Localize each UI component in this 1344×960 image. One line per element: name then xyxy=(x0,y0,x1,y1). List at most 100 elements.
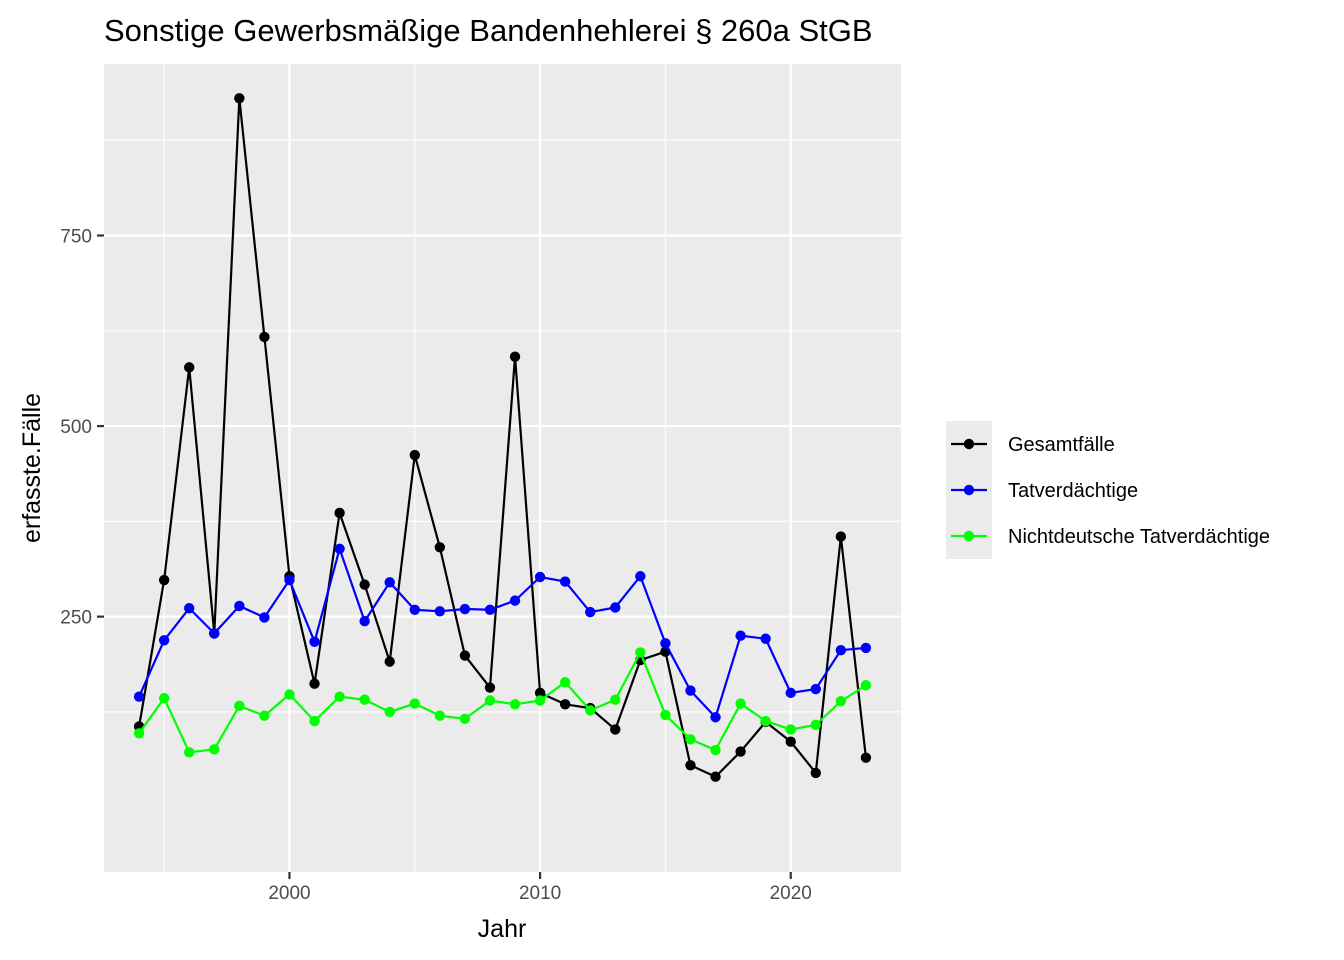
data-point-2 xyxy=(835,696,847,707)
data-point-2 xyxy=(309,715,320,727)
data-point-0 xyxy=(835,531,847,542)
data-point-2 xyxy=(284,689,295,700)
data-point-1 xyxy=(710,712,721,723)
y-tick-label: 750 xyxy=(60,227,92,248)
y-tick-label: 250 xyxy=(60,608,92,629)
data-point-0 xyxy=(434,542,446,553)
data-point-1 xyxy=(635,571,646,582)
data-point-2 xyxy=(509,699,521,710)
data-point-1 xyxy=(209,628,220,639)
data-point-0 xyxy=(534,687,546,699)
data-point-2 xyxy=(760,715,771,727)
data-point-0 xyxy=(685,760,696,771)
data-point-0 xyxy=(710,771,721,782)
data-point-2 xyxy=(259,710,270,721)
data-point-2 xyxy=(660,709,671,721)
data-point-1 xyxy=(735,630,746,641)
data-point-0 xyxy=(309,678,320,689)
data-point-0 xyxy=(735,746,746,757)
data-point-2 xyxy=(610,694,621,705)
data-point-2 xyxy=(710,744,721,756)
data-point-2 xyxy=(234,700,245,712)
data-point-2 xyxy=(735,698,746,709)
legend-key-point-1 xyxy=(963,484,975,496)
data-point-0 xyxy=(158,574,170,586)
data-point-1 xyxy=(484,604,496,615)
data-point-1 xyxy=(760,633,771,644)
data-point-0 xyxy=(259,331,270,343)
data-point-2 xyxy=(409,698,420,709)
data-point-1 xyxy=(835,644,847,656)
data-point-2 xyxy=(534,695,546,706)
data-point-2 xyxy=(860,680,872,691)
data-point-1 xyxy=(585,606,596,618)
data-point-2 xyxy=(635,647,646,658)
data-point-2 xyxy=(585,705,596,716)
legend-key-point-2 xyxy=(963,530,975,542)
data-point-1 xyxy=(409,604,420,615)
data-point-1 xyxy=(234,600,245,612)
data-point-1 xyxy=(359,616,370,627)
data-point-1 xyxy=(334,543,345,554)
data-point-1 xyxy=(509,595,521,606)
data-point-1 xyxy=(810,683,821,695)
data-point-1 xyxy=(184,603,195,614)
data-point-2 xyxy=(434,710,446,721)
data-point-0 xyxy=(860,752,872,763)
data-point-0 xyxy=(810,767,821,779)
series-line-0 xyxy=(138,97,868,778)
x-tick-label: 2000 xyxy=(268,883,310,904)
y-axis-title: erfasste.Fälle xyxy=(18,393,46,543)
data-point-2 xyxy=(810,719,821,731)
data-point-2 xyxy=(785,724,796,735)
data-point-2 xyxy=(685,734,696,745)
x-tick-label: 2020 xyxy=(770,883,812,904)
series-layer xyxy=(133,93,872,782)
data-point-2 xyxy=(184,747,195,758)
data-point-2 xyxy=(133,728,145,739)
data-point-2 xyxy=(359,694,370,705)
legend-label-0: Gesamtfälle xyxy=(1008,434,1115,456)
data-point-2 xyxy=(559,676,571,688)
x-tick-label: 2010 xyxy=(519,883,561,904)
data-point-1 xyxy=(133,691,145,702)
legend-key-point-0 xyxy=(963,438,975,450)
data-point-0 xyxy=(409,449,420,461)
x-axis: 2000 2010 2020 xyxy=(268,872,812,904)
data-point-1 xyxy=(459,603,471,615)
y-tick-label: 500 xyxy=(60,417,92,438)
data-point-0 xyxy=(559,699,571,710)
data-point-0 xyxy=(334,507,345,519)
legend-label-1: Tatverdächtige xyxy=(1008,480,1138,502)
chart-title: Sonstige Gewerbsmäßige Bandenhehlerei § … xyxy=(104,13,873,48)
data-point-0 xyxy=(234,93,245,104)
data-point-1 xyxy=(534,571,546,583)
data-point-1 xyxy=(685,685,696,696)
data-point-2 xyxy=(484,695,496,706)
data-point-0 xyxy=(184,362,195,373)
data-point-1 xyxy=(259,612,270,623)
data-point-0 xyxy=(359,579,370,590)
data-point-0 xyxy=(484,682,496,693)
data-point-0 xyxy=(509,351,521,362)
legend: Gesamtfälle Tatverdächtige Nichtdeutsche T… xyxy=(946,421,1270,559)
x-axis-title: Jahr xyxy=(478,915,527,943)
y-axis: 250 500 750 xyxy=(60,227,104,629)
data-point-1 xyxy=(309,636,320,647)
data-point-1 xyxy=(660,638,671,649)
plot-panel xyxy=(104,64,901,872)
data-point-1 xyxy=(610,602,621,613)
data-point-1 xyxy=(559,576,571,587)
data-point-2 xyxy=(459,713,471,724)
data-point-1 xyxy=(158,635,170,646)
data-point-1 xyxy=(284,574,295,586)
legend-label-2: Nichtdeutsche Tatverdächtige xyxy=(1008,526,1270,548)
data-point-1 xyxy=(384,577,395,588)
data-point-0 xyxy=(459,650,471,661)
data-point-1 xyxy=(434,606,446,617)
data-point-0 xyxy=(610,724,621,735)
data-point-2 xyxy=(209,744,220,755)
data-point-0 xyxy=(384,656,395,667)
data-point-1 xyxy=(860,642,872,654)
